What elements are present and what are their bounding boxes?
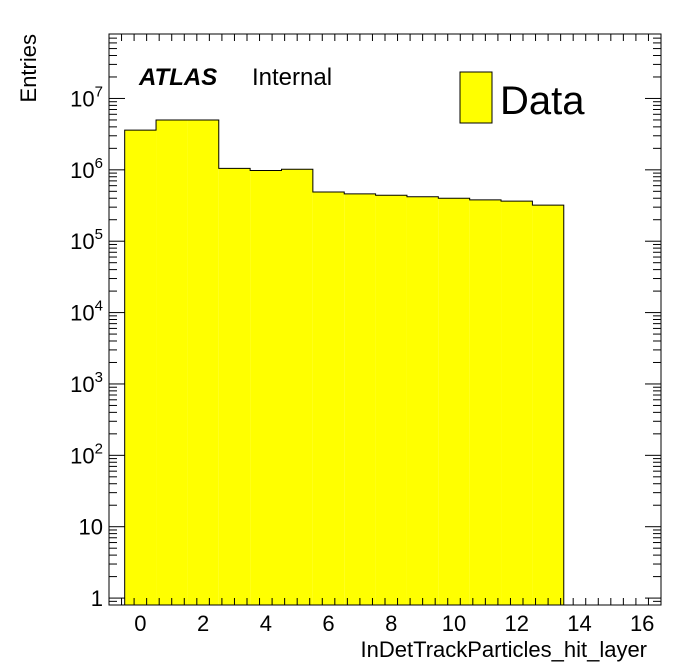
x-tick-label: 16 [630, 611, 654, 636]
legend-swatch [459, 71, 493, 124]
y-tick-label: 102 [70, 440, 103, 468]
y-tick-label: 107 [70, 83, 103, 111]
histogram-bar [156, 119, 188, 605]
x-tick-label: 14 [567, 611, 591, 636]
histogram-bar [532, 205, 564, 606]
histogram-bar [501, 201, 533, 605]
histogram-bar [438, 198, 470, 605]
histogram-bar [469, 199, 502, 605]
x-axis: 0 2 4 6 8 10 12 14 16 [108, 34, 662, 636]
x-tick-label: 4 [260, 611, 272, 636]
x-tick-label: 2 [197, 611, 209, 636]
y-axis: 1 10 102 103 104 105 106 107 [70, 33, 661, 611]
legend: Data [459, 71, 585, 124]
y-tick-label: 106 [70, 155, 103, 183]
y-tick-label: 1 [91, 586, 103, 611]
histogram-bar [218, 168, 251, 605]
histogram-bar [281, 169, 313, 605]
histogram-bar [375, 195, 407, 605]
y-tick-label: 103 [70, 369, 103, 397]
histogram-bar [344, 193, 376, 606]
y-tick-label: 10 [79, 515, 103, 540]
histogram-bars [124, 119, 565, 606]
histogram-bar [124, 130, 157, 605]
y-tick-label: 105 [70, 226, 103, 254]
histogram-bar [187, 119, 219, 605]
legend-label: Data [500, 79, 585, 123]
atlas-label: ATLAS [138, 64, 217, 91]
histogram-bar [250, 170, 282, 605]
x-tick-label: 6 [322, 611, 334, 636]
histogram-bar [312, 191, 345, 605]
x-axis-title: InDetTrackParticles_hit_layer [360, 637, 647, 662]
x-tick-label: 12 [504, 611, 528, 636]
x-tick-label: 8 [385, 611, 397, 636]
histogram-bar [406, 196, 439, 605]
x-tick-label: 10 [442, 611, 466, 636]
histogram-outline [124, 119, 565, 605]
x-tick-label: 0 [134, 611, 146, 636]
y-tick-label: 104 [70, 298, 103, 326]
atlas-status-label: Internal [252, 64, 332, 91]
y-axis-title: Entries [16, 34, 41, 102]
